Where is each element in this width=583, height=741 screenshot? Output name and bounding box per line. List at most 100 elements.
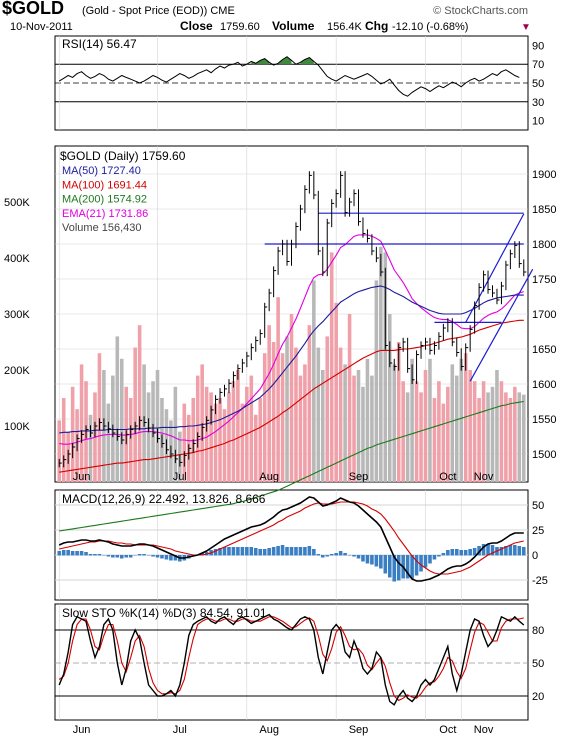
macd-histogram-bar: [93, 554, 97, 556]
macd-histogram-bar: [521, 547, 526, 556]
price-y-tick: 1850: [532, 204, 556, 216]
volume-bar: [289, 314, 294, 482]
volume-bar: [298, 375, 303, 482]
volume-bar: [370, 375, 374, 482]
close-label: Close: [180, 19, 213, 33]
macd-histogram-bar: [472, 548, 477, 556]
volume-bar: [419, 392, 423, 482]
macd-histogram-bar: [70, 551, 75, 556]
macd-histogram-bar: [374, 555, 379, 567]
ema21-line: [59, 234, 524, 445]
macd-histogram-bar: [124, 555, 129, 558]
volume-bar: [88, 414, 93, 482]
volume-y-tick: 100K: [4, 421, 30, 433]
volume-bar: [437, 381, 441, 482]
macd-histogram-bar: [334, 553, 338, 556]
volume-bar: [325, 336, 330, 482]
macd-histogram-bar: [88, 554, 93, 556]
macd-histogram-bar: [106, 555, 111, 557]
series-legend: MA(100) 1691.44: [62, 179, 147, 191]
volume-bar: [401, 381, 405, 482]
symbol-description: (Gold - Spot Price (EOD)) CME: [82, 5, 235, 17]
macd-y-tick: 50: [532, 500, 544, 512]
volume-bar: [258, 398, 263, 482]
macd-histogram-bar: [432, 555, 437, 560]
macd-histogram-bar: [236, 547, 240, 556]
macd-histogram-bar: [410, 555, 414, 579]
volume-bar: [119, 358, 124, 482]
chg-value: -12.10 (-0.68%): [392, 21, 468, 33]
macd-histogram-bar: [517, 546, 522, 556]
macd-histogram-bar: [486, 544, 490, 556]
volume-bar: [508, 398, 513, 482]
volume-bar: [182, 403, 187, 482]
macd-histogram-bar: [267, 548, 271, 556]
macd-histogram-bar: [347, 555, 352, 556]
volume-bar: [521, 394, 526, 482]
macd-histogram-bar: [227, 547, 231, 556]
volume-bar: [490, 386, 495, 482]
macd-histogram-bar: [262, 549, 267, 556]
volume-bar: [347, 314, 352, 482]
ma50-line: [59, 285, 524, 434]
volume-bar: [97, 353, 102, 482]
sto-d-line: [58, 616, 524, 702]
volume-bar: [459, 358, 464, 482]
macd-histogram-bar: [490, 545, 495, 556]
macd-y-tick: -25: [532, 575, 548, 587]
macd-histogram-bar: [450, 549, 455, 556]
macd-histogram-bar: [160, 555, 164, 559]
volume-bar: [106, 403, 111, 482]
macd-histogram-bar: [271, 547, 276, 556]
volume-bar: [253, 414, 258, 482]
macd-histogram-bar: [294, 547, 298, 556]
macd-histogram-bar: [258, 549, 263, 556]
macd-histogram-bar: [155, 555, 160, 558]
price-y-tick: 1700: [532, 309, 556, 321]
volume-bar: [307, 325, 312, 482]
macd-histogram-bar: [428, 555, 432, 564]
macd-histogram-bar: [276, 546, 280, 556]
volume-y-tick: 200K: [4, 365, 30, 377]
price-y-tick: 1900: [532, 169, 556, 181]
volume-bar: [70, 386, 75, 482]
volume-bar: [472, 381, 477, 482]
macd-histogram-bar: [481, 544, 486, 556]
volume-bar: [79, 364, 84, 482]
volume-bar: [294, 347, 298, 482]
macd-y-tick: 0: [532, 550, 538, 562]
macd-histogram-bar: [280, 545, 285, 556]
volume-value: 156.4K: [327, 21, 363, 33]
price-y-tick: 1750: [532, 274, 556, 286]
volume-bar: [504, 392, 508, 482]
volume-bar: [61, 398, 66, 482]
volume-bar: [405, 392, 410, 482]
volume-bar: [463, 353, 468, 482]
lines-layer: [58, 56, 534, 706]
price-y-tick: 1550: [532, 414, 556, 426]
bottom-x-label: Oct: [439, 724, 456, 736]
macd-histogram-bar: [128, 555, 133, 558]
volume-bar: [57, 420, 62, 482]
volume-y-tick: 500K: [4, 197, 30, 209]
volume-bar: [477, 398, 481, 482]
macd-histogram-bar: [218, 548, 222, 556]
macd-histogram-bar: [240, 547, 245, 556]
sto-y-tick: 50: [532, 658, 544, 670]
macd-histogram-bar: [84, 552, 88, 556]
macd-histogram-bar: [463, 550, 468, 556]
bottom-x-label: Sep: [349, 724, 369, 736]
macd-histogram-bar: [320, 555, 325, 558]
macd-line: [58, 496, 524, 582]
rsi-y-tick: 90: [532, 40, 544, 52]
rsi-y-tick: 50: [532, 78, 544, 90]
volume-bar: [227, 392, 231, 482]
volume-bar: [213, 403, 218, 482]
volume-bar: [383, 252, 388, 482]
volume-bar: [450, 364, 455, 482]
volume-bar: [276, 297, 280, 482]
volume-bar: [312, 280, 316, 482]
volume-bar: [249, 375, 254, 482]
price-bars-layer: [58, 171, 527, 468]
